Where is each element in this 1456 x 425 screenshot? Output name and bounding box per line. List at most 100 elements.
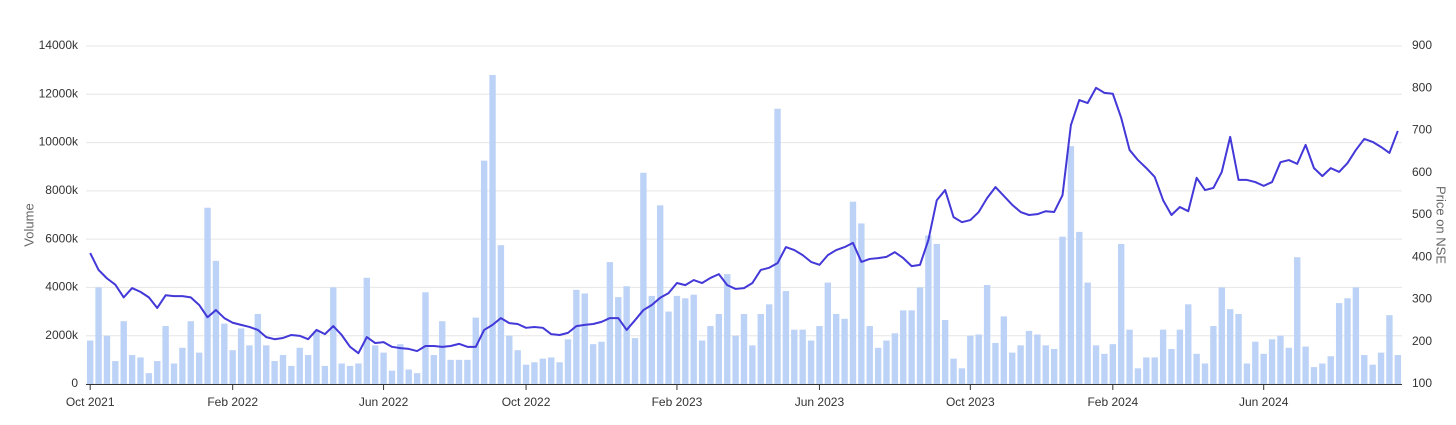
- bar: [179, 347, 186, 384]
- bar: [1260, 353, 1267, 384]
- y2-tick-label: 100: [1412, 376, 1432, 390]
- price-line: [89, 86, 1399, 355]
- bar: [263, 345, 270, 384]
- bar: [581, 293, 588, 384]
- bar: [279, 355, 287, 384]
- bar: [606, 262, 614, 384]
- bar: [405, 369, 412, 384]
- bar: [1310, 367, 1318, 384]
- bar: [237, 328, 245, 384]
- bar: [1386, 315, 1393, 384]
- bar: [112, 361, 119, 384]
- bar: [1369, 364, 1376, 384]
- bar: [95, 287, 102, 384]
- bar: [900, 310, 907, 384]
- bar: [1394, 355, 1401, 384]
- bar: [162, 326, 169, 384]
- bar: [791, 329, 798, 384]
- x-tick-label: Feb 2022: [207, 395, 258, 409]
- bar: [187, 321, 194, 384]
- bar: [774, 108, 781, 385]
- bar: [1294, 257, 1301, 384]
- bar: [816, 326, 823, 384]
- bar: [615, 297, 622, 384]
- bar: [958, 368, 966, 384]
- bar: [1243, 363, 1251, 384]
- y-axis-title: Volume: [21, 203, 36, 246]
- y-tick-label: 8000k: [45, 183, 79, 197]
- bar: [330, 287, 337, 384]
- bar: [137, 357, 144, 384]
- bar: [1000, 316, 1008, 384]
- bar: [388, 370, 396, 384]
- y-tick-label: 10000k: [39, 135, 79, 149]
- bar: [313, 330, 320, 384]
- y2-tick-label: 600: [1412, 165, 1432, 179]
- bar: [1268, 339, 1276, 384]
- bar: [1059, 236, 1066, 384]
- bar: [707, 326, 714, 384]
- bar: [975, 334, 982, 384]
- bar: [983, 285, 991, 384]
- bar: [765, 304, 773, 384]
- bar: [992, 342, 999, 384]
- bar: [413, 373, 421, 384]
- bar: [1344, 298, 1351, 384]
- bar: [1009, 352, 1016, 384]
- bar: [1176, 329, 1184, 384]
- bar: [807, 340, 815, 384]
- bar: [346, 365, 354, 384]
- bar: [1252, 341, 1259, 384]
- bar: [472, 317, 479, 384]
- bar: [195, 352, 203, 384]
- y2-axis-title: Price on NSE: [1434, 186, 1449, 264]
- bar: [916, 287, 924, 384]
- bar: [212, 260, 220, 384]
- bar: [740, 313, 748, 384]
- bar: [439, 321, 446, 384]
- bar: [1134, 368, 1142, 384]
- bar: [589, 344, 597, 384]
- bar: [732, 335, 739, 384]
- bar: [455, 359, 463, 384]
- y-tick-label: 14000k: [39, 38, 79, 52]
- bar: [1218, 287, 1225, 384]
- bar: [145, 373, 153, 384]
- x-tick-label: Oct 2022: [502, 395, 551, 409]
- bar: [933, 243, 940, 384]
- bar: [925, 235, 932, 384]
- bar: [506, 335, 513, 384]
- bar: [363, 277, 370, 384]
- bar: [355, 363, 362, 384]
- bar: [656, 205, 664, 384]
- bar: [648, 295, 655, 384]
- bar: [1143, 357, 1150, 384]
- bar: [640, 172, 647, 384]
- bar: [849, 201, 857, 384]
- y2-tick-label: 800: [1412, 80, 1432, 94]
- bar: [1109, 344, 1117, 384]
- bar: [422, 292, 429, 384]
- bar: [288, 365, 295, 384]
- bar: [246, 345, 253, 384]
- x-tick-label: Jun 2024: [1239, 395, 1289, 409]
- y2-tick-label: 300: [1412, 292, 1432, 306]
- y2-tick-label: 900: [1412, 38, 1432, 52]
- bar: [128, 355, 136, 384]
- bar: [858, 223, 865, 384]
- bar: [522, 364, 530, 384]
- bar: [103, 335, 111, 384]
- bar: [1050, 348, 1058, 384]
- bar: [967, 335, 974, 384]
- bar: [1034, 334, 1041, 384]
- bar: [1352, 287, 1360, 384]
- bar: [724, 274, 731, 384]
- bar: [514, 350, 521, 384]
- bar: [1151, 357, 1158, 384]
- bar: [154, 361, 161, 384]
- bar: [673, 295, 681, 384]
- bar: [941, 320, 949, 384]
- bar: [1277, 335, 1284, 384]
- bar: [1025, 330, 1033, 384]
